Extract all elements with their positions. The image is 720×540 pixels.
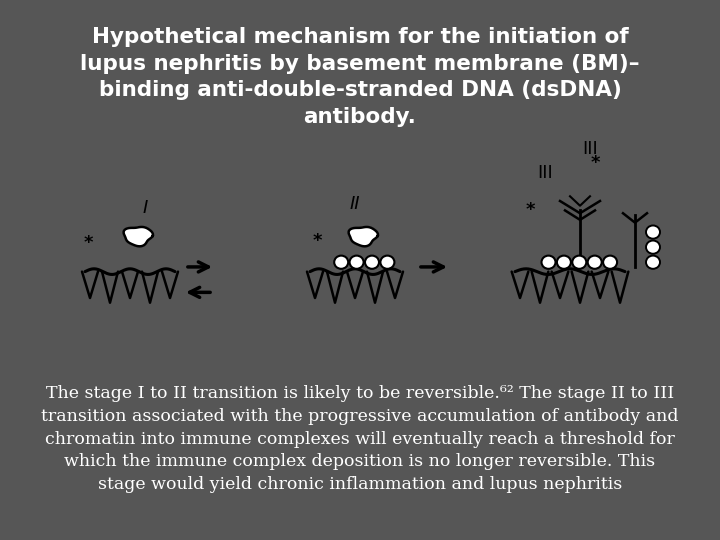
Polygon shape <box>124 227 153 246</box>
Text: Hypothetical mechanism for the initiation of
lupus nephritis by basement membran: Hypothetical mechanism for the initiatio… <box>80 28 640 126</box>
Circle shape <box>380 255 395 269</box>
Text: *: * <box>84 234 93 252</box>
Circle shape <box>646 226 660 239</box>
Text: II: II <box>350 195 360 213</box>
Circle shape <box>334 255 348 269</box>
Circle shape <box>572 255 586 269</box>
Circle shape <box>646 255 660 269</box>
Text: *: * <box>526 201 535 219</box>
Circle shape <box>588 255 602 269</box>
Circle shape <box>603 255 617 269</box>
Text: III: III <box>537 164 553 182</box>
Text: I: I <box>143 199 148 217</box>
Text: The stage I to II transition is likely to be reversible.⁶² The stage II to III
t: The stage I to II transition is likely t… <box>41 385 679 493</box>
Circle shape <box>350 255 364 269</box>
Circle shape <box>365 255 379 269</box>
Circle shape <box>557 255 571 269</box>
Text: *: * <box>590 154 600 172</box>
Circle shape <box>646 240 660 254</box>
Polygon shape <box>348 227 378 246</box>
Circle shape <box>541 255 556 269</box>
Text: *: * <box>312 233 322 251</box>
Text: III: III <box>582 140 598 158</box>
